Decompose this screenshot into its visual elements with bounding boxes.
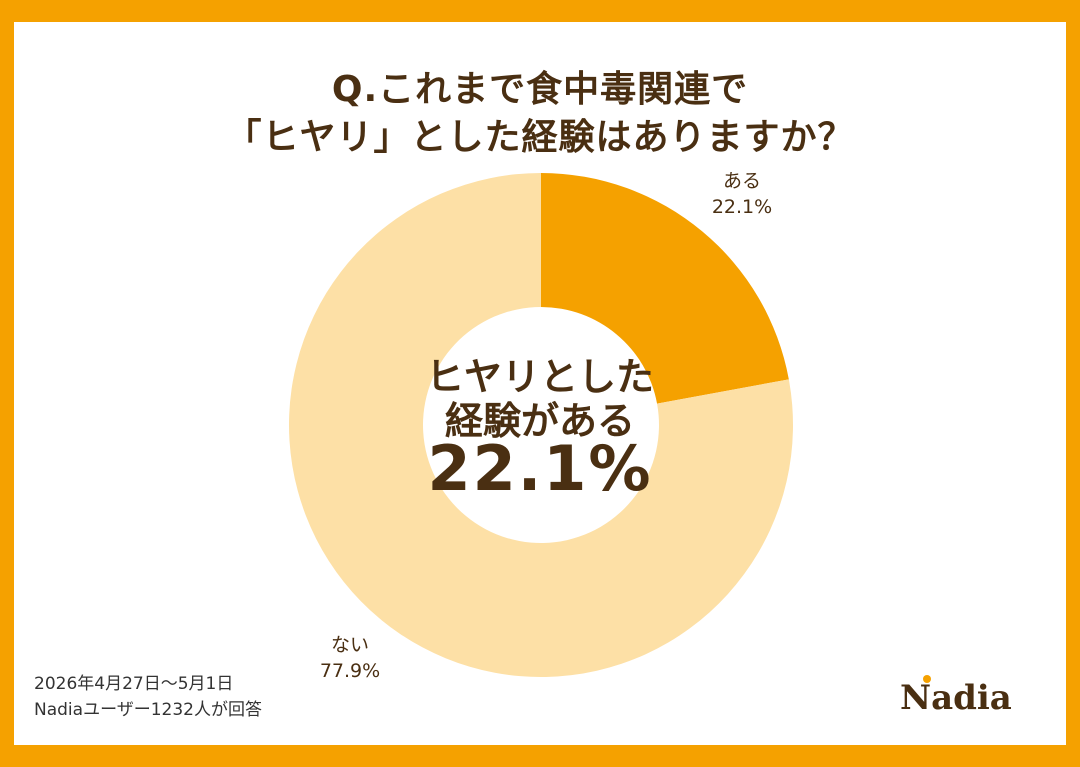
- chart-title-line1: Q.これまで食中毒関連で: [331, 69, 749, 110]
- nadia-logo: Nadia: [900, 678, 1012, 718]
- slice-yes: [541, 173, 789, 404]
- slice-no: [289, 173, 793, 677]
- slice-no-value: 77.9%: [319, 660, 381, 682]
- survey-date: 2026年4月27日〜5月1日: [34, 674, 234, 694]
- slice-yes-value: 22.1%: [711, 196, 773, 218]
- survey-respondents: Nadiaユーザー1232人が回答: [34, 700, 262, 720]
- chart-title-line2: 「ヒヤリ」とした経験はありますか？: [225, 117, 855, 158]
- logo-flower-icon: [923, 675, 931, 683]
- center-caption-line1: ヒヤリとした: [425, 355, 654, 399]
- center-value: 22.1%: [427, 432, 653, 505]
- slice-yes-label: ある: [722, 170, 761, 192]
- center-caption-line2: 経験がある: [444, 399, 635, 443]
- slice-no-label: ない: [330, 634, 369, 656]
